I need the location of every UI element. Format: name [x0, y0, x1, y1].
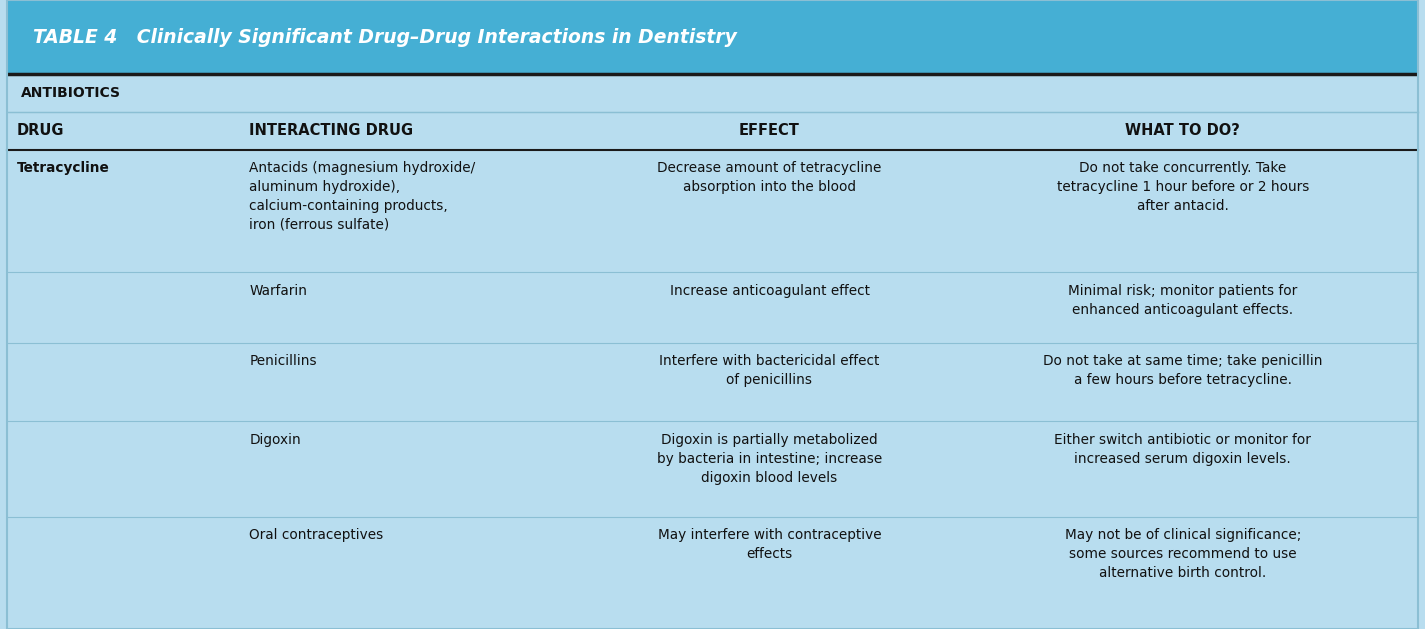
Text: EFFECT: EFFECT — [740, 123, 799, 138]
Text: Either switch antibiotic or monitor for
increased serum digoxin levels.: Either switch antibiotic or monitor for … — [1054, 433, 1311, 465]
Text: May not be of clinical significance;
some sources recommend to use
alternative b: May not be of clinical significance; som… — [1064, 528, 1301, 581]
Bar — [7, 150, 1418, 272]
Text: ANTIBIOTICS: ANTIBIOTICS — [21, 86, 121, 100]
Text: Digoxin is partially metabolized
by bacteria in intestine; increase
digoxin bloo: Digoxin is partially metabolized by bact… — [657, 433, 882, 485]
Text: INTERACTING DRUG: INTERACTING DRUG — [249, 123, 413, 138]
Text: Oral contraceptives: Oral contraceptives — [249, 528, 383, 542]
Text: DRUG: DRUG — [17, 123, 64, 138]
Bar — [7, 421, 1418, 517]
Text: TABLE 4   Clinically Significant Drug–Drug Interactions in Dentistry: TABLE 4 Clinically Significant Drug–Drug… — [33, 28, 737, 47]
Text: Decrease amount of tetracycline
absorption into the blood: Decrease amount of tetracycline absorpti… — [657, 161, 882, 194]
Text: WHAT TO DO?: WHAT TO DO? — [1126, 123, 1240, 138]
Bar — [7, 112, 1418, 150]
Text: Antacids (magnesium hydroxide/
aluminum hydroxide),
calcium-containing products,: Antacids (magnesium hydroxide/ aluminum … — [249, 161, 476, 232]
Text: Increase anticoagulant effect: Increase anticoagulant effect — [670, 284, 869, 298]
Text: May interfere with contraceptive
effects: May interfere with contraceptive effects — [658, 528, 881, 561]
Text: Warfarin: Warfarin — [249, 284, 308, 298]
Text: Do not take concurrently. Take
tetracycline 1 hour before or 2 hours
after antac: Do not take concurrently. Take tetracycl… — [1056, 161, 1310, 213]
Bar — [7, 74, 1418, 112]
Bar — [7, 517, 1418, 629]
Text: Interfere with bactericidal effect
of penicillins: Interfere with bactericidal effect of pe… — [660, 354, 879, 387]
Text: Minimal risk; monitor patients for
enhanced anticoagulant effects.: Minimal risk; monitor patients for enhan… — [1069, 284, 1297, 316]
Text: Digoxin: Digoxin — [249, 433, 301, 447]
Text: Tetracycline: Tetracycline — [17, 161, 110, 175]
Bar — [7, 272, 1418, 343]
Text: Penicillins: Penicillins — [249, 354, 316, 368]
Text: Do not take at same time; take penicillin
a few hours before tetracycline.: Do not take at same time; take penicilli… — [1043, 354, 1322, 387]
Bar — [7, 343, 1418, 421]
Bar — [7, 0, 1418, 74]
